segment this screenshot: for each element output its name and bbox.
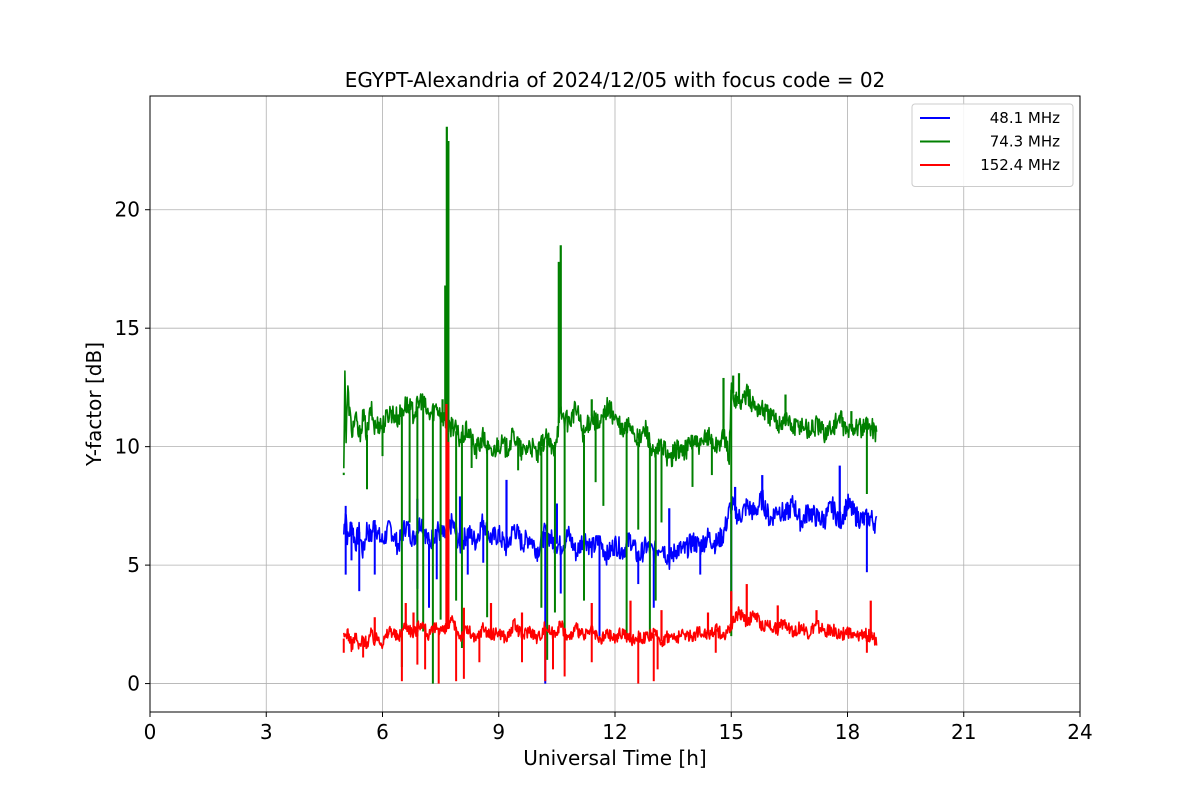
x-tick-label: 12 <box>602 720 627 744</box>
legend-label: 152.4 MHz <box>980 156 1060 174</box>
x-tick-label: 3 <box>260 720 273 744</box>
x-tick-label: 18 <box>835 720 860 744</box>
series-2 <box>342 404 878 684</box>
x-tick-label: 24 <box>1067 720 1092 744</box>
y-axis-label: Y-factor [dB] <box>82 342 106 467</box>
y-tick-label: 20 <box>115 198 140 222</box>
x-axis-ticks: 0 3 6 9 12 15 18 21 24 <box>144 712 1093 744</box>
x-tick-label: 0 <box>144 720 157 744</box>
legend-box <box>911 103 1074 187</box>
y-tick-label: 10 <box>115 435 140 459</box>
legend-label: 48.1 MHz <box>990 109 1060 127</box>
legend: 48.1 MHz 74.3 MHz 152.4 MHz <box>911 103 1074 187</box>
x-axis-label: Universal Time [h] <box>523 746 706 770</box>
x-tick-label: 15 <box>719 720 744 744</box>
series-line <box>343 370 878 469</box>
series-layer <box>342 126 878 684</box>
y-axis-ticks: 0 5 10 15 20 <box>115 198 150 696</box>
y-tick-label: 5 <box>127 553 140 577</box>
series-line <box>343 606 878 653</box>
chart-title: EGYPT-Alexandria of 2024/12/05 with focu… <box>345 68 886 92</box>
y-tick-label: 0 <box>127 672 140 696</box>
series-1 <box>342 126 878 684</box>
y-tick-label: 15 <box>115 316 140 340</box>
legend-label: 74.3 MHz <box>990 133 1060 151</box>
x-tick-label: 6 <box>376 720 389 744</box>
x-tick-label: 21 <box>951 720 976 744</box>
x-tick-label: 9 <box>492 720 505 744</box>
